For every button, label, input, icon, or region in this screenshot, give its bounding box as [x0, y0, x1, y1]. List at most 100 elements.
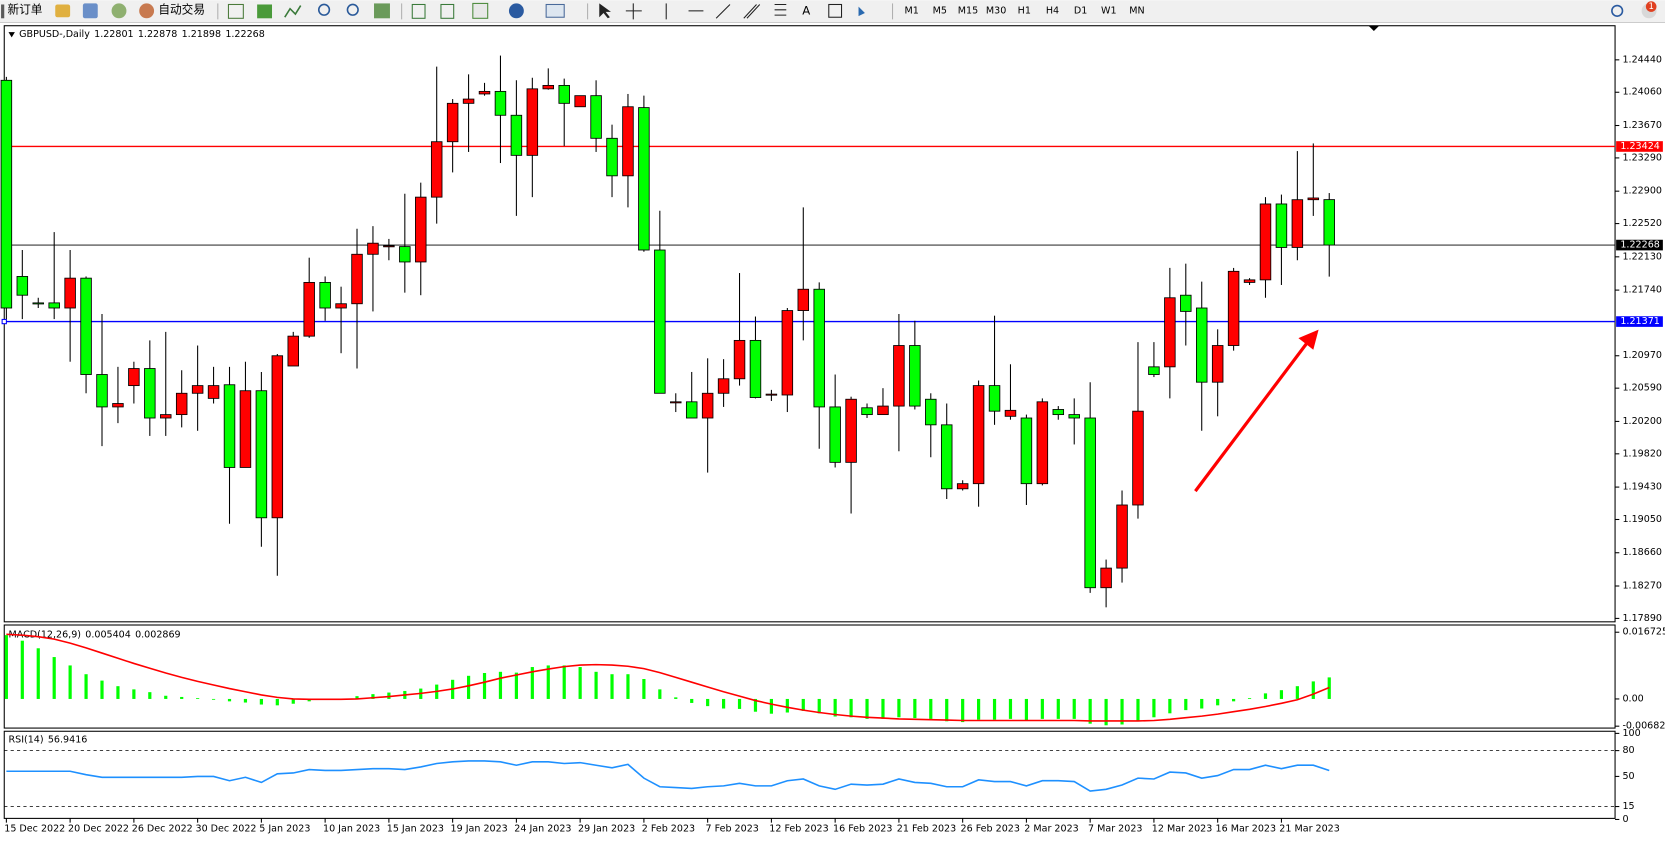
price-tick-label: 1.24060	[1622, 87, 1661, 98]
macd-tick-label: 0.00	[1622, 693, 1643, 704]
toolbar-icon[interactable]	[545, 3, 565, 18]
macd-bar	[132, 689, 136, 699]
trend-arrow-head	[1298, 329, 1319, 350]
macd-bar	[36, 648, 40, 699]
macd-bar	[1247, 698, 1252, 699]
fibonacci-tool[interactable]	[774, 3, 787, 16]
price-label-box	[1616, 141, 1663, 152]
toolbar-icon[interactable]	[55, 4, 71, 18]
timeframe-button[interactable]: H1	[1018, 5, 1031, 16]
macd-bar	[658, 689, 662, 699]
toolbar-icon[interactable]	[284, 5, 302, 18]
text-tool[interactable]: A	[802, 3, 810, 17]
timeframe-button[interactable]: M5	[933, 5, 947, 16]
timeframe-button[interactable]: H4	[1046, 5, 1059, 16]
timeframe-button[interactable]: M15	[958, 5, 978, 16]
trendline-tool[interactable]	[715, 4, 731, 19]
candle-body	[175, 392, 188, 416]
macd-bar	[148, 692, 152, 699]
macd-bar	[275, 698, 279, 706]
notification-badge	[1645, 1, 1657, 12]
price-tick-label: 1.20970	[1622, 350, 1661, 361]
macd-bar	[690, 698, 694, 703]
macd-tick-label: -0.006826	[1622, 721, 1665, 732]
cursor-tool[interactable]	[599, 3, 611, 19]
label-tool[interactable]	[828, 3, 843, 18]
timeframe-button[interactable]: W1	[1101, 5, 1117, 16]
price-tick-label: 1.21740	[1622, 285, 1661, 296]
toolbar-icon[interactable]	[82, 3, 98, 19]
price-tick-label: 1.22130	[1622, 251, 1661, 262]
zoom-out-icon[interactable]	[346, 3, 359, 16]
toolbar-icon[interactable]	[508, 3, 524, 19]
candle-body	[112, 403, 124, 408]
toolbar-icon[interactable]	[374, 3, 390, 19]
macd-bar	[1040, 698, 1044, 719]
candle-body	[956, 483, 969, 490]
rsi-tick-label: 100	[1622, 728, 1640, 739]
candle-body	[144, 368, 156, 419]
macd-bar	[610, 674, 614, 699]
candle-body	[383, 245, 395, 248]
timeframe-button[interactable]: MN	[1129, 5, 1144, 16]
candle-body	[1004, 409, 1017, 417]
zoom-in-icon[interactable]	[317, 3, 331, 16]
macd-bar	[562, 665, 566, 699]
time-tick-label: 26 Dec 2022	[132, 824, 193, 835]
candle-body	[1195, 307, 1208, 383]
macd-bar	[817, 698, 821, 714]
auto-trading-button[interactable]: 自动交易	[158, 2, 205, 16]
macd-bar	[865, 698, 869, 719]
candle-body	[1211, 345, 1224, 383]
candle-body	[1036, 401, 1049, 485]
time-tick-label: 21 Mar 2023	[1279, 824, 1340, 835]
price-tick-label: 1.19820	[1622, 448, 1661, 459]
macd-bar	[594, 671, 598, 699]
rsi-tick-label: 50	[1622, 771, 1634, 782]
time-tick-label: 21 Feb 2023	[897, 824, 956, 835]
toolbar-icon[interactable]	[257, 4, 273, 19]
macd-bar	[1279, 690, 1284, 699]
candle-body	[909, 345, 921, 407]
candle-body	[80, 277, 92, 375]
timeframe-button[interactable]: M30	[986, 5, 1006, 16]
macd-bar	[1200, 698, 1204, 709]
auto-trading-icon[interactable]	[139, 3, 155, 19]
candle-body	[1100, 567, 1112, 589]
arrows-tool[interactable]	[858, 6, 865, 17]
timeframe-button[interactable]: D1	[1074, 5, 1087, 16]
macd-bar	[180, 696, 184, 699]
search-icon[interactable]	[1611, 4, 1624, 17]
candle-body	[861, 407, 873, 416]
candle-body	[1148, 366, 1160, 375]
candle-body	[415, 196, 427, 263]
toolbar-icon[interactable]	[411, 3, 426, 19]
toolbar-icon[interactable]	[440, 3, 455, 19]
macd-bar	[674, 697, 678, 699]
macd-bar	[387, 692, 391, 699]
toolbar-icon[interactable]	[472, 2, 489, 19]
macd-bar	[1216, 698, 1220, 706]
toolbar-icon[interactable]	[111, 3, 127, 19]
price-tick-label: 1.18660	[1622, 547, 1661, 558]
candle-body	[988, 385, 1001, 412]
new-order-button[interactable]: 新订单	[7, 2, 42, 16]
macd-bar	[259, 698, 263, 705]
candle-body	[351, 253, 363, 305]
rsi-tick-label: 80	[1622, 745, 1634, 756]
time-tick-label: 30 Dec 2022	[196, 824, 257, 835]
candle-body	[574, 95, 586, 108]
macd-bar	[737, 698, 742, 709]
toolbar-icon[interactable]	[227, 3, 244, 19]
macd-label: MACD(12,26,9)	[9, 629, 82, 640]
time-tick-label: 16 Feb 2023	[833, 824, 892, 835]
timeframe-button[interactable]: M1	[905, 5, 919, 16]
macd-bar	[578, 667, 582, 699]
crosshair-tool[interactable]	[625, 3, 642, 20]
candle-body	[0, 79, 13, 309]
candle-body	[940, 424, 953, 490]
channel-tool[interactable]	[743, 4, 761, 19]
candle-body	[558, 85, 570, 104]
chart-header: GBPUSD-,Daily 1.22801 1.22878 1.21898 1.2226…	[19, 29, 265, 40]
